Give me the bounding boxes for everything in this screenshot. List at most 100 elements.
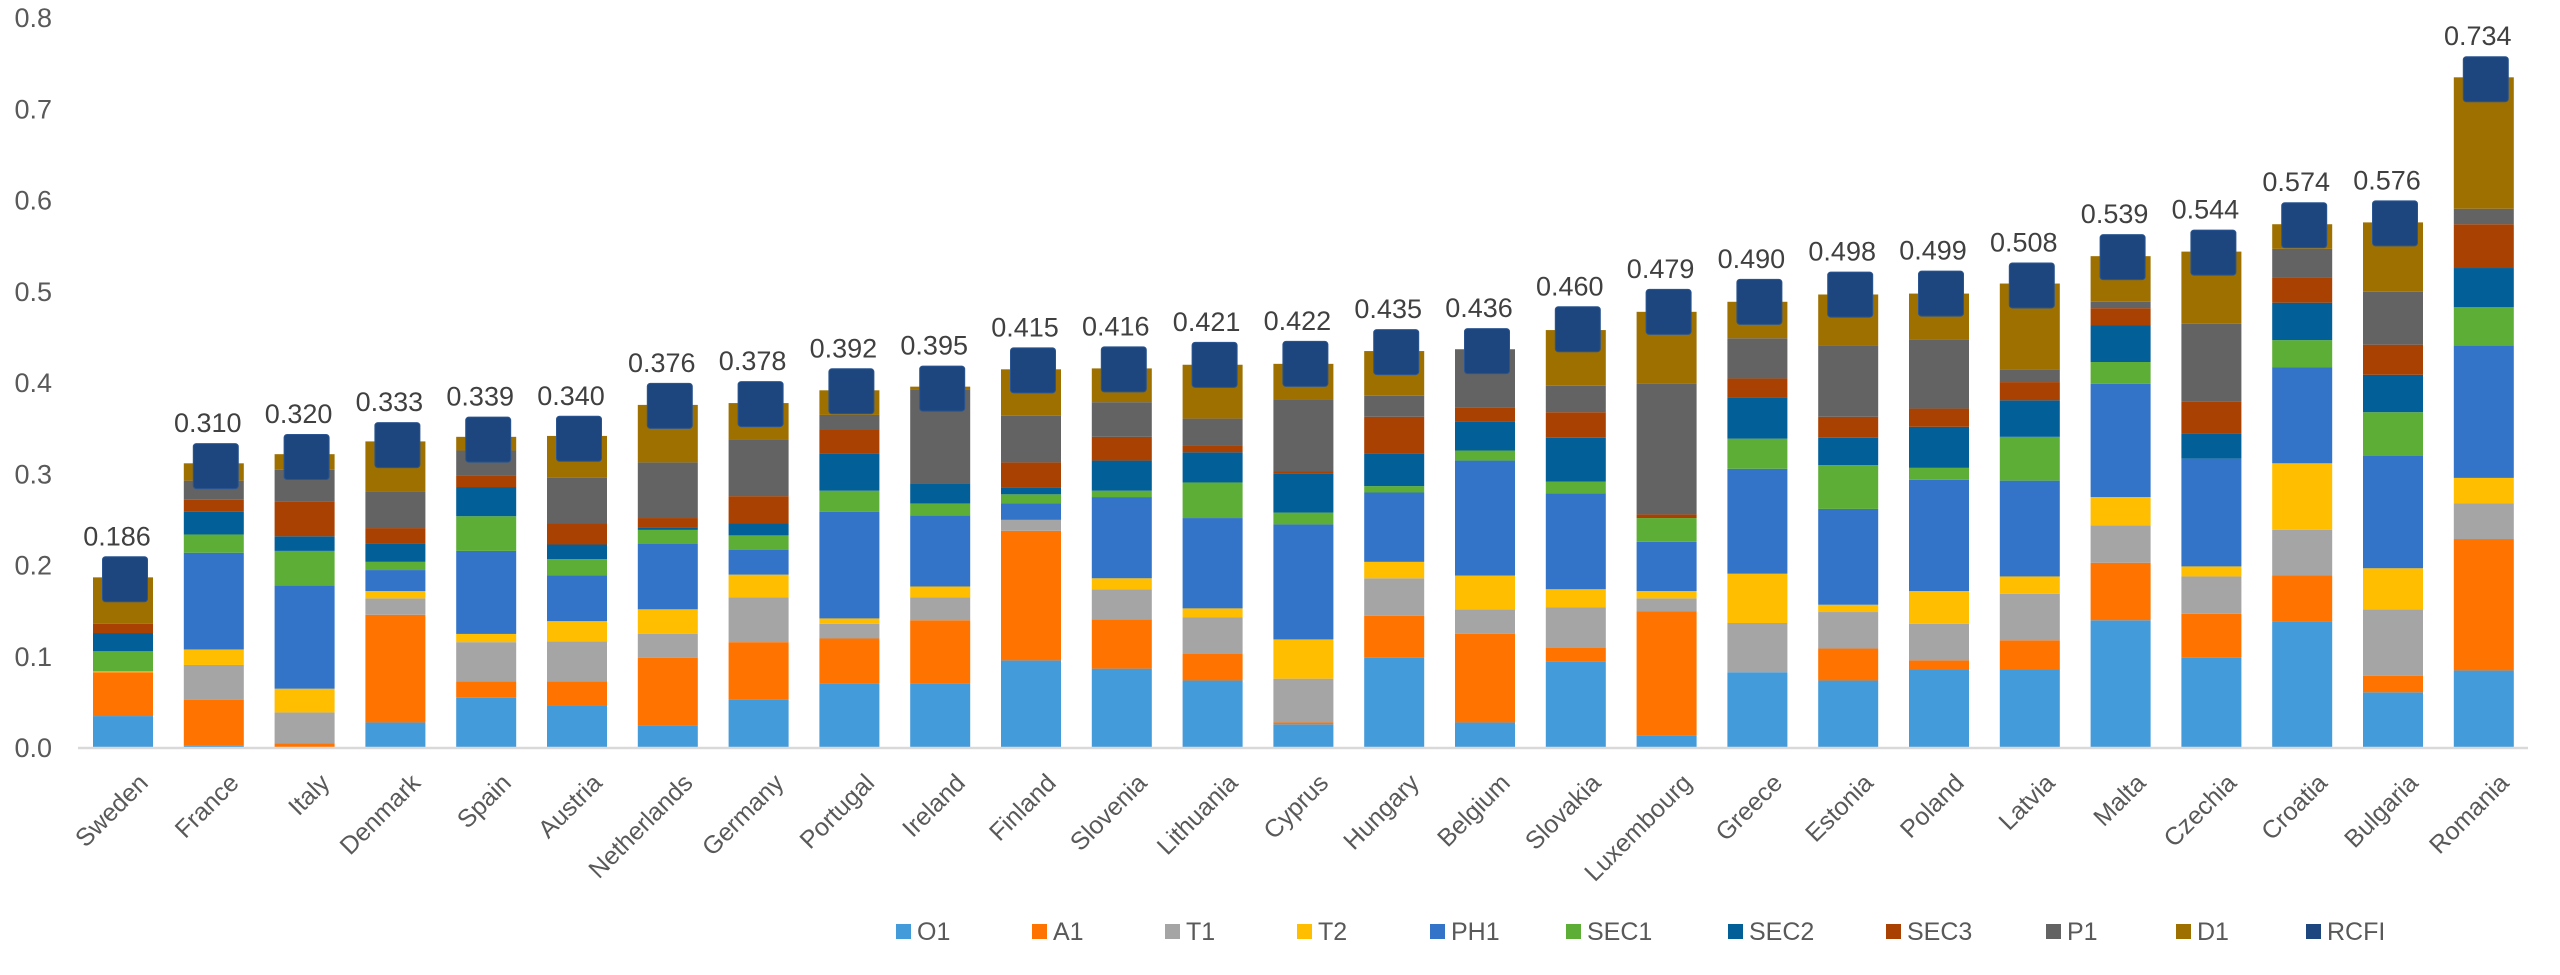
- data-label: 0.186: [83, 521, 151, 551]
- rcfi-marker: [192, 443, 239, 490]
- legend-item-sec2: SEC2: [1728, 918, 1814, 946]
- bar-segment-o1: [1364, 657, 1425, 748]
- y-tick-label: 0.8: [14, 3, 52, 33]
- x-tick-label: Romania: [2424, 769, 2515, 860]
- x-tick-label: Czechia: [2158, 769, 2242, 853]
- legend-label: T1: [1186, 918, 1215, 946]
- x-tick-label: Slovakia: [1520, 769, 1607, 856]
- bar-segment-t1: [1636, 598, 1697, 612]
- bar-stack-czechia: [2181, 251, 2242, 748]
- bar-segment-a1: [2272, 575, 2333, 622]
- y-tick-label: 0.5: [14, 277, 52, 307]
- rcfi-marker: [465, 416, 512, 463]
- bar-segment-sec2: [1091, 460, 1152, 491]
- bar-segment-o1: [2181, 657, 2242, 748]
- bar-segment-sec1: [274, 550, 335, 586]
- bar-segment-sec2: [1273, 473, 1334, 513]
- bar-segment-t2: [183, 649, 244, 665]
- y-tick-label: 0.1: [14, 642, 52, 672]
- bar-segment-o1: [819, 683, 880, 748]
- bar-segment-ph1: [456, 550, 517, 634]
- data-label: 0.576: [2353, 165, 2421, 195]
- rcfi-marker: [1918, 270, 1964, 317]
- bar-stack-germany: [728, 403, 789, 748]
- bar-segment-t1: [1182, 617, 1243, 655]
- bar-segment-t1: [1455, 609, 1515, 634]
- bar-segment-o1: [1001, 660, 1061, 748]
- bar-segment-ph1: [1001, 503, 1061, 520]
- bar-segment-sec3: [1273, 471, 1334, 474]
- legend-swatch-icon: [1165, 924, 1180, 939]
- rcfi-markers: [102, 56, 2509, 603]
- bar-segment-t1: [1545, 607, 1606, 648]
- legend-label: SEC1: [1587, 918, 1652, 946]
- bar-segment-sec2: [2363, 374, 2423, 413]
- bar-segment-ph1: [2181, 458, 2242, 567]
- bar-segment-t2: [1364, 561, 1425, 579]
- bar-segment-sec1: [2272, 340, 2333, 368]
- data-label: 0.422: [1264, 306, 1332, 336]
- y-tick-label: 0.6: [14, 186, 52, 216]
- bar-segment-ph1: [2363, 456, 2423, 569]
- bar-segment-sec1: [1818, 465, 1879, 509]
- data-label: 0.734: [2444, 21, 2512, 51]
- rcfi-marker: [2099, 234, 2146, 281]
- data-label: 0.490: [1718, 244, 1786, 274]
- bar-segment-a1: [1455, 633, 1515, 723]
- legend-swatch-icon: [896, 924, 911, 939]
- y-tick-label: 0.2: [14, 551, 52, 581]
- rcfi-marker: [2462, 56, 2509, 103]
- bar-segment-t2: [1182, 608, 1243, 618]
- y-tick-label: 0.3: [14, 459, 52, 489]
- legend-item-d1: D1: [2176, 918, 2229, 946]
- bar-segment-p1: [1909, 339, 1969, 409]
- bar-segment-ph1: [728, 549, 789, 575]
- x-tick-label: Slovenia: [1065, 769, 1153, 857]
- bar-segment-t2: [2272, 463, 2333, 530]
- y-tick-label: 0.0: [14, 733, 52, 763]
- legend-swatch-icon: [2176, 924, 2191, 939]
- legend-swatch-icon: [2046, 924, 2061, 939]
- bar-segment-o1: [1545, 661, 1606, 748]
- bar-segment-sec1: [1636, 518, 1697, 542]
- x-tick-label: Hungary: [1338, 769, 1425, 856]
- bar-segment-a1: [1545, 647, 1606, 662]
- data-label: 0.333: [356, 387, 424, 417]
- bar-segment-t2: [1091, 578, 1152, 590]
- bar-segment-a1: [728, 642, 789, 700]
- bar-segment-a1: [456, 681, 517, 698]
- rcfi-marker: [1464, 328, 1510, 375]
- x-tick-label: Cyprus: [1258, 769, 1334, 845]
- legend-label: P1: [2067, 918, 2098, 946]
- legend-swatch-icon: [1430, 924, 1445, 939]
- bar-segment-p1: [1091, 402, 1152, 437]
- bar-segment-t2: [1636, 591, 1697, 599]
- bar-segment-o1: [1727, 672, 1788, 748]
- x-tick-label: Denmark: [335, 769, 427, 861]
- bar-segment-a1: [183, 699, 244, 746]
- bar-segment-sec3: [1001, 462, 1061, 488]
- bar-segment-t2: [547, 621, 607, 642]
- bar-segment-p1: [2363, 291, 2423, 345]
- bar-segment-a1: [547, 681, 607, 706]
- bar-stack-ireland: [910, 386, 971, 748]
- x-tick-label: Italy: [283, 769, 336, 822]
- bar-segment-p1: [1818, 345, 1879, 417]
- data-label: 0.460: [1536, 271, 1604, 301]
- bar-segment-ph1: [910, 515, 971, 587]
- data-label: 0.574: [2262, 167, 2330, 197]
- rcfi-marker: [1373, 329, 1420, 376]
- data-label: 0.508: [1990, 227, 2058, 257]
- bar-segment-t1: [1909, 623, 1969, 661]
- bar-segment-t1: [1273, 678, 1334, 723]
- legend-label: O1: [917, 918, 950, 946]
- x-tick-label: Estonia: [1800, 769, 1879, 848]
- bar-segment-sec2: [1001, 487, 1061, 495]
- bar-segment-sec1: [1364, 486, 1425, 493]
- bar-stack-netherlands: [637, 404, 698, 748]
- bar-segment-ph1: [365, 570, 426, 592]
- bar-segment-o1: [728, 699, 789, 748]
- x-tick-label: Finland: [984, 769, 1062, 847]
- y-axis: 0.0 0.1 0.2 0.3 0.4 0.5 0.6 0.7 0.8: [14, 3, 52, 763]
- bar-segment-sec3: [1727, 378, 1788, 398]
